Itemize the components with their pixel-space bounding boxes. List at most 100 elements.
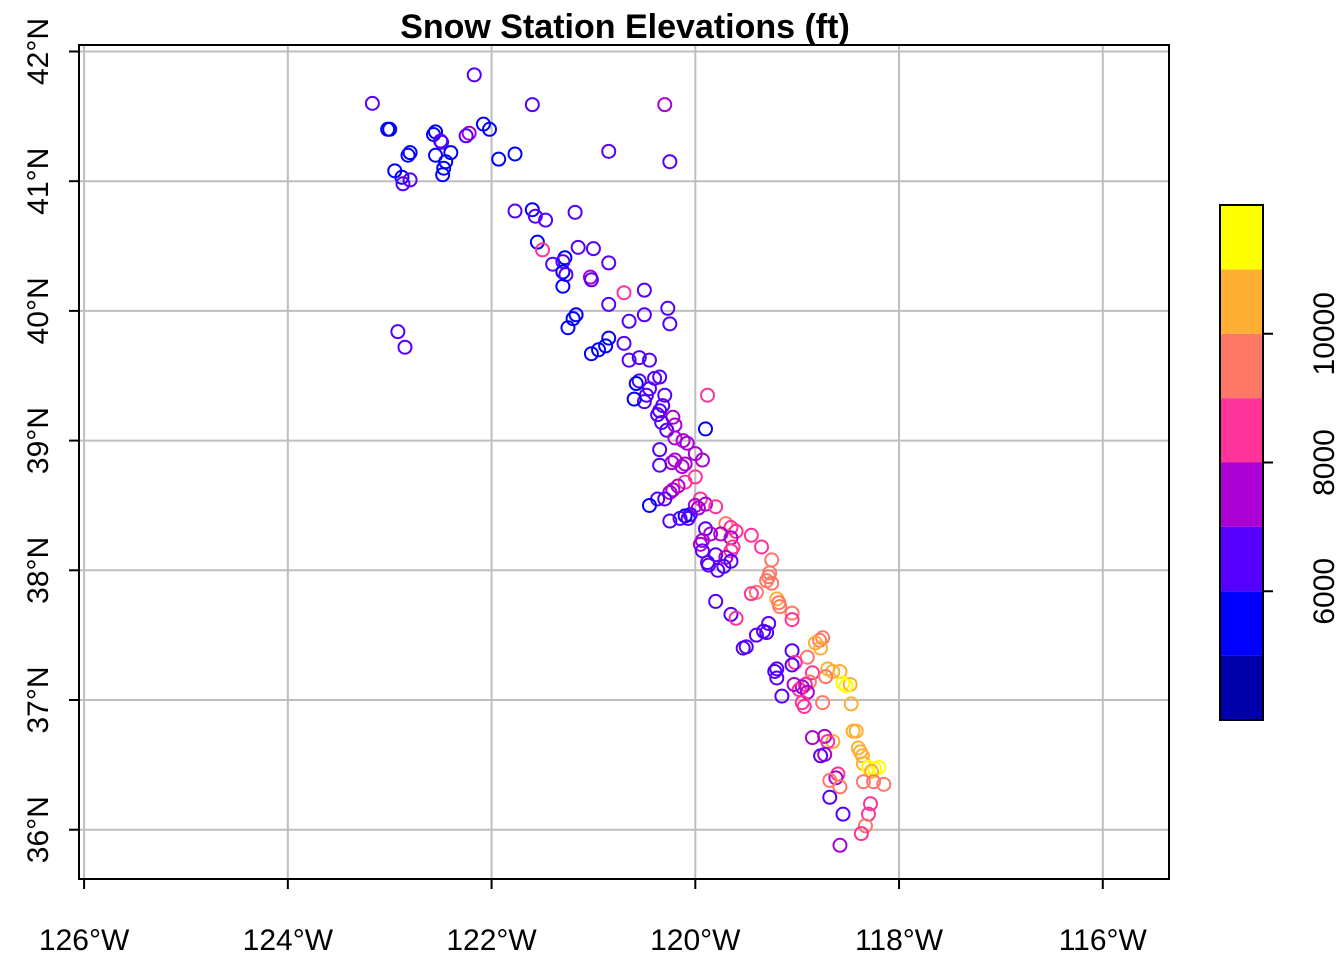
- station-point: [667, 430, 683, 446]
- station-point: [601, 330, 617, 346]
- station-point: [660, 300, 676, 316]
- station-point: [507, 146, 523, 162]
- station-point: [491, 151, 507, 167]
- station-point: [787, 654, 803, 670]
- station-point: [529, 234, 545, 250]
- station-point: [601, 143, 617, 159]
- legend-swatch: [1220, 269, 1263, 334]
- station-point: [786, 676, 802, 692]
- station-point: [466, 67, 482, 83]
- y-tick-label: 39°N: [22, 407, 55, 474]
- station-point: [435, 167, 451, 183]
- station-point: [804, 730, 820, 746]
- station-point: [876, 776, 892, 792]
- y-tick-label: 41°N: [22, 148, 55, 215]
- station-point: [848, 723, 864, 739]
- station-point: [818, 669, 834, 685]
- station-point: [845, 723, 861, 739]
- legend-tick-label: 6000: [1308, 558, 1341, 625]
- station-point: [743, 527, 759, 543]
- station-point: [555, 264, 571, 280]
- station-point: [855, 774, 871, 790]
- station-point: [434, 134, 450, 150]
- y-tick-label: 38°N: [22, 537, 55, 604]
- station-point: [659, 422, 675, 438]
- station-point: [713, 526, 729, 542]
- x-tick-label: 126°W: [39, 924, 130, 957]
- legend-swatches: [1220, 205, 1263, 720]
- station-point: [772, 599, 788, 615]
- station-point: [527, 208, 543, 224]
- station-point: [585, 241, 601, 257]
- station-point: [628, 376, 644, 392]
- station-point: [650, 407, 666, 423]
- station-point: [754, 539, 770, 555]
- legend-swatch: [1220, 462, 1263, 527]
- station-point: [674, 459, 690, 475]
- station-point: [616, 285, 632, 301]
- station-point: [394, 169, 410, 185]
- legend-swatch: [1220, 591, 1263, 656]
- x-tick-label: 116°W: [1059, 924, 1148, 957]
- station-point: [545, 256, 561, 272]
- y-tick-label: 40°N: [22, 277, 55, 344]
- station-point: [804, 665, 820, 681]
- station-point: [657, 97, 673, 113]
- x-tick-label: 120°W: [650, 924, 741, 957]
- station-point: [774, 688, 790, 704]
- station-point: [555, 278, 571, 294]
- station-point: [843, 696, 859, 712]
- y-tick-label: 37°N: [22, 666, 55, 733]
- station-point: [853, 826, 869, 842]
- station-point: [583, 346, 599, 362]
- station-point: [784, 657, 800, 673]
- legend-swatch: [1220, 205, 1263, 270]
- station-point: [854, 748, 870, 764]
- legend-swatch: [1220, 526, 1263, 592]
- station-point: [748, 627, 764, 643]
- station-point: [402, 145, 418, 161]
- station-point: [601, 296, 617, 312]
- station-point: [694, 452, 710, 468]
- station-point: [662, 154, 678, 170]
- station-point: [697, 496, 713, 512]
- station-point: [524, 97, 540, 113]
- station-point: [864, 763, 880, 779]
- station-point: [697, 421, 713, 437]
- station-point: [458, 128, 474, 144]
- station-point: [621, 352, 637, 368]
- station-point: [560, 320, 576, 336]
- station-point: [769, 661, 785, 677]
- station-point: [380, 121, 396, 137]
- station-point: [813, 640, 829, 656]
- station-point: [583, 272, 599, 288]
- legend-tick-label: 10000: [1308, 292, 1341, 375]
- station-point: [652, 457, 668, 473]
- station-point: [631, 373, 647, 389]
- station-point: [835, 675, 851, 691]
- y-axis: 36°N 37°N 38°N 39°N 40°N 41°N 42°N: [22, 18, 79, 863]
- station-point: [598, 338, 614, 354]
- station-point: [535, 242, 551, 258]
- station-point: [395, 176, 411, 192]
- station-point: [679, 435, 695, 451]
- station-point: [601, 255, 617, 271]
- legend-swatch: [1220, 655, 1263, 720]
- x-tick-label: 124°W: [243, 924, 334, 957]
- station-point: [866, 774, 882, 790]
- station-point: [708, 547, 724, 563]
- station-point: [799, 649, 815, 665]
- station-point: [436, 160, 452, 176]
- station-point: [567, 204, 583, 220]
- station-point: [400, 147, 416, 163]
- station-point: [654, 414, 670, 430]
- station-point: [808, 635, 824, 651]
- station-point: [538, 212, 554, 228]
- station-point: [662, 316, 678, 332]
- station-point: [700, 387, 716, 403]
- chart-title: Snow Station Elevations (ft): [400, 8, 850, 46]
- station-point: [728, 610, 744, 626]
- station-point: [665, 482, 681, 498]
- data-points: [364, 67, 892, 853]
- legend-swatch: [1220, 398, 1263, 463]
